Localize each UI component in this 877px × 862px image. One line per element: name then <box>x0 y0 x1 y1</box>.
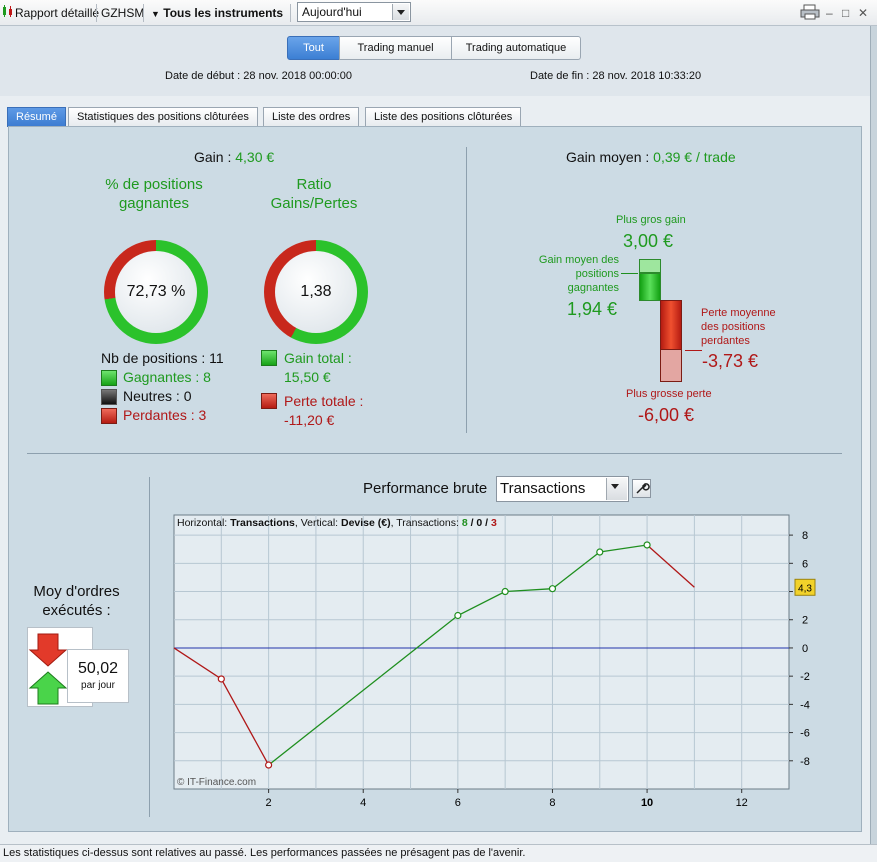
average-win-bar <box>639 273 661 301</box>
total-loss: Perte totale : -11,20 € <box>284 393 364 428</box>
period-select[interactable]: Aujourd'hui <box>297 2 411 22</box>
biggest-gain-label: Plus gros gain <box>616 214 686 226</box>
gain-summary: Gain : 4,30 € <box>194 149 275 165</box>
win-percentage-title: % de positions gagnantes <box>105 176 203 212</box>
positions-count: Nb de positions : 11 <box>101 350 224 366</box>
biggest-loss-bar <box>660 349 682 382</box>
orders-per-day-box: 50,02 par jour <box>67 649 129 703</box>
close-icon[interactable]: ✕ <box>858 6 869 20</box>
segment-automatic[interactable]: Trading automatique <box>451 36 581 60</box>
average-gain-summary: Gain moyen : 0,39 € / trade <box>566 149 736 165</box>
winners-count: Gagnantes : 8 <box>123 369 211 385</box>
top-toolbar: Rapport détaillé GZHSM ▼ Tous les instru… <box>0 0 877 26</box>
y-tick-label: 6 <box>802 558 808 570</box>
chart-data-point <box>596 548 604 556</box>
y-tick-label: -2 <box>800 671 810 683</box>
orders-document-icon <box>27 627 93 707</box>
minimize-icon[interactable]: – <box>826 6 833 20</box>
ratio-ring: 1,38 <box>264 240 368 344</box>
instruments-dropdown[interactable]: ▼ Tous les instruments <box>151 6 284 20</box>
summary-panel: Gain : 4,30 € % de positions gagnantes 7… <box>8 126 862 832</box>
ratio-value: 1,38 <box>275 251 357 333</box>
tab-closed-stats[interactable]: Statistiques des positions clôturées <box>68 107 258 127</box>
x-tick-label: 2 <box>266 797 272 809</box>
biggest-loss-value: -6,00 € <box>638 405 695 425</box>
x-tick-label: 8 <box>549 797 555 809</box>
tab-orders[interactable]: Liste des ordres <box>263 107 360 127</box>
chart-data-point <box>501 587 509 596</box>
status-bar: Les statistiques ci-dessus sont relative… <box>0 844 877 862</box>
start-date: Date de début : 28 nov. 2018 00:00:00 <box>165 70 352 82</box>
average-win-arrow <box>621 273 638 274</box>
y-tick-label: 8 <box>802 530 808 542</box>
chart-copyright: © IT-Finance.com <box>177 777 256 788</box>
x-tick-label: 12 <box>736 797 748 809</box>
chevron-down-icon: ▼ <box>151 9 160 19</box>
winners-swatch <box>101 370 117 386</box>
chevron-down-icon <box>606 478 627 500</box>
orders-per-day-value: 50,02 <box>77 660 119 677</box>
average-win-label: Gain moyen des positions gagnantes <box>538 254 619 294</box>
y-tick-label: -6 <box>800 728 810 740</box>
neutral-swatch <box>101 389 117 405</box>
biggest-loss-label: Plus grosse perte <box>626 388 712 400</box>
neutral-count: Neutres : 0 <box>123 388 192 404</box>
ratio-title: Ratio Gains/Pertes <box>270 176 358 212</box>
average-loss-label: Perte moyenne des positions perdantes <box>701 307 776 347</box>
maximize-icon[interactable]: □ <box>842 6 850 20</box>
chart-series-line <box>646 544 695 588</box>
chevron-down-icon <box>392 4 409 20</box>
settings-wrench-button[interactable] <box>632 479 651 498</box>
chart-legend: Horizontal: Transactions, Vertical: Devi… <box>177 517 497 529</box>
total-gain: Gain total :15,50 € <box>284 350 352 385</box>
report-header: Tout Trading manuel Trading automatique … <box>0 26 870 96</box>
y-tick-label: 2 <box>802 615 808 627</box>
performance-title: Performance brute <box>363 480 488 497</box>
chart-data-point <box>265 761 273 769</box>
x-tick-label: 6 <box>455 797 461 809</box>
average-loss-value: -3,73 € <box>702 351 759 371</box>
total-loss-swatch <box>261 393 277 409</box>
segment-manual[interactable]: Trading manuel <box>339 36 452 60</box>
losers-count: Perdantes : 3 <box>123 407 207 423</box>
chart-series-line <box>268 544 648 766</box>
y-tick-label: -8 <box>800 756 810 768</box>
biggest-gain-value: 3,00 € <box>623 231 674 251</box>
wrench-icon <box>636 483 650 494</box>
orders-per-day-unit: par jour <box>81 680 115 691</box>
x-tick-label: 4 <box>360 797 366 809</box>
win-percentage-value: 72,73 % <box>115 251 197 333</box>
right-edge-strip <box>870 26 877 844</box>
biggest-gain-bar <box>639 259 661 273</box>
total-gain-swatch <box>261 350 277 366</box>
average-loss-bar <box>660 300 682 350</box>
end-date: Date de fin : 28 nov. 2018 10:33:20 <box>530 70 702 82</box>
current-value-badge <box>794 578 816 596</box>
average-win-value: 1,94 € <box>567 299 618 319</box>
current-value-label: 4,3 <box>798 583 812 594</box>
tab-closed-positions[interactable]: Liste des positions clôturées <box>365 107 522 127</box>
orders-per-day-title: Moy d'ordres exécutés : <box>33 583 120 619</box>
candlestick-icon <box>2 4 14 22</box>
print-icon[interactable] <box>800 4 820 22</box>
y-tick-label: -4 <box>800 699 810 711</box>
chart-data-point <box>454 611 462 620</box>
y-tick-label: 0 <box>802 643 808 655</box>
symbol-label[interactable]: GZHSM <box>101 6 145 20</box>
chart-data-point <box>548 585 557 593</box>
performance-select[interactable]: Transactions <box>496 476 629 502</box>
chart-data-point <box>217 675 225 683</box>
x-tick-label: 10 <box>641 797 653 809</box>
report-button[interactable]: Rapport détaillé <box>15 6 100 20</box>
segment-all[interactable]: Tout <box>287 36 340 60</box>
tab-summary[interactable]: Résumé <box>7 107 66 127</box>
win-percentage-ring: 72,73 % <box>104 240 208 344</box>
losers-swatch <box>101 408 117 424</box>
chart-plot-area <box>173 514 790 790</box>
chart-data-point <box>643 541 651 549</box>
average-loss-arrow <box>685 350 702 351</box>
